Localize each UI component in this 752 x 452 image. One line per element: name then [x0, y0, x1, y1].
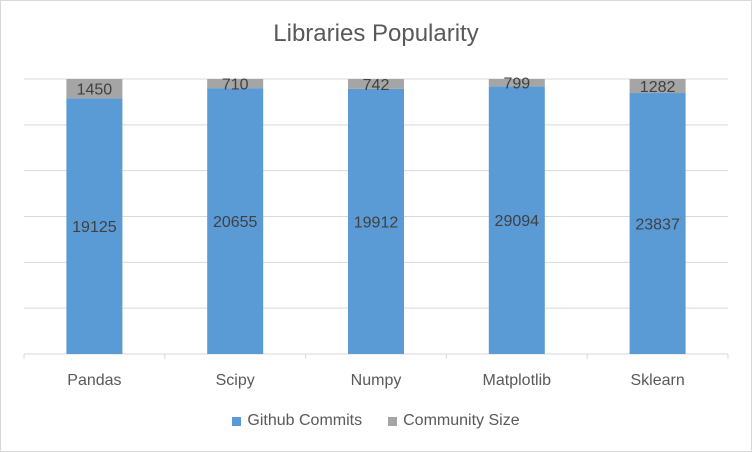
data-label-github-commits-pandas: 19125 [72, 219, 117, 236]
bar-github-commits-numpy [348, 88, 404, 354]
data-label-github-commits-sklearn: 23837 [635, 217, 680, 234]
legend-label-github-commits: Github Commits [247, 412, 363, 429]
category-label-pandas: Pandas [67, 372, 121, 389]
data-label-github-commits-matplotlib: 29094 [495, 213, 540, 230]
data-label-community-size-sklearn: 1282 [640, 79, 676, 96]
legend-item-community-size: Community Size [388, 412, 520, 430]
bar-community-size-matplotlib [488, 79, 545, 87]
bar-github-commits-sklearn [629, 93, 686, 355]
data-label-github-commits-scipy: 20655 [213, 214, 258, 231]
bar-community-size-sklearn [629, 79, 686, 94]
bar-community-size-numpy [348, 79, 404, 89]
legend-label-community-size: Community Size [403, 412, 520, 429]
chart-title: Libraries Popularity [273, 20, 479, 47]
category-label-matplotlib: Matplotlib [483, 372, 552, 389]
legend: Github Commits Community Size [0, 412, 752, 430]
category-label-numpy: Numpy [351, 372, 402, 389]
data-label-community-size-matplotlib: 799 [503, 76, 530, 93]
legend-item-github-commits: Github Commits [232, 412, 362, 430]
legend-swatch-community-size [388, 416, 398, 426]
bar-github-commits-pandas [66, 98, 123, 355]
data-label-community-size-numpy: 742 [363, 77, 390, 94]
legend-swatch-github-commits [232, 416, 242, 426]
data-label-community-size-pandas: 1450 [77, 82, 113, 99]
category-label-sklearn: Sklearn [630, 372, 684, 389]
bar-github-commits-matplotlib [488, 86, 545, 355]
bar-github-commits-scipy [207, 88, 264, 354]
category-label-scipy: Scipy [216, 372, 255, 389]
data-label-community-size-scipy: 710 [222, 77, 249, 94]
bar-community-size-scipy [207, 79, 264, 89]
bar-community-size-pandas [66, 79, 123, 99]
data-label-github-commits-numpy: 19912 [354, 214, 399, 231]
